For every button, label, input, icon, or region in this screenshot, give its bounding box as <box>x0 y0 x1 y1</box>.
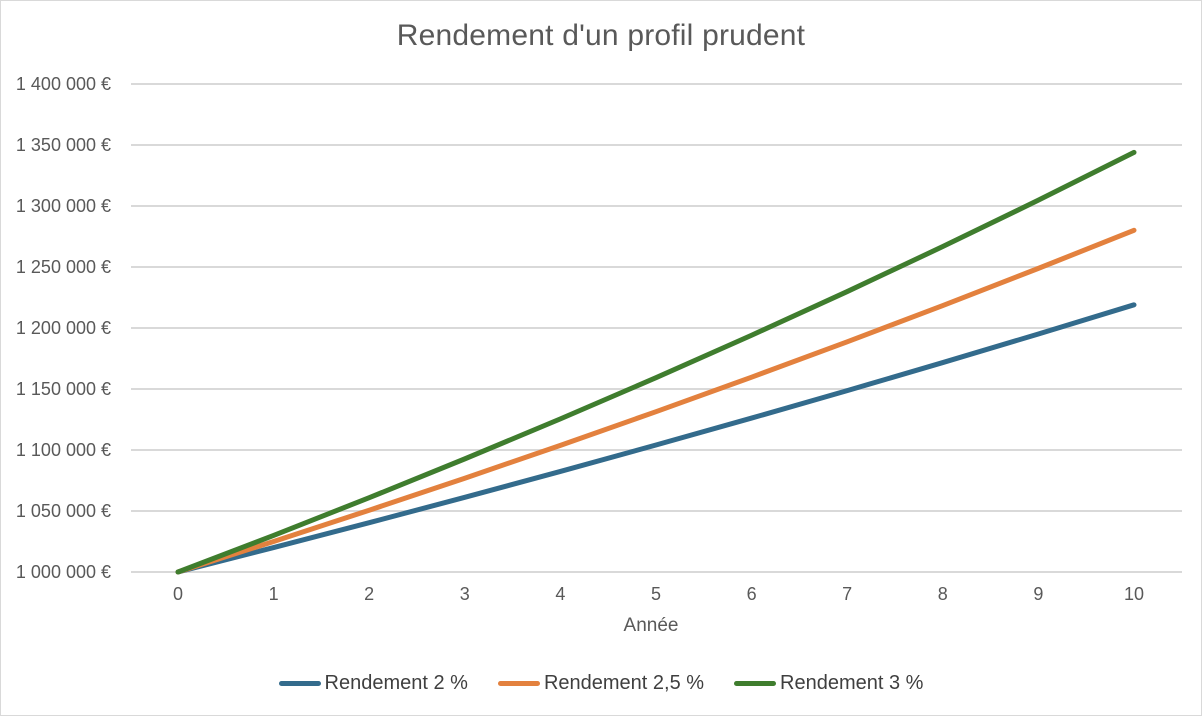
legend-item-rendement-2-5[interactable]: Rendement 2,5 % <box>497 670 705 696</box>
x-tick-label: 6 <box>746 584 757 604</box>
y-tick-label: 1 300 000 € <box>15 196 111 216</box>
legend-line-swatch-rendement-3 <box>734 680 777 686</box>
x-tick-label: 10 <box>1123 584 1145 604</box>
series-line <box>175 302 1137 575</box>
legend-item-rendement-3[interactable]: Rendement 3 % <box>734 670 923 696</box>
legend-line-swatch-rendement-2-5 <box>497 680 540 686</box>
y-tick-label: 1 000 000 € <box>15 562 111 582</box>
legend-label: Rendement 2 % <box>324 672 468 694</box>
series-line <box>175 149 1137 575</box>
x-tick-label: 3 <box>459 584 470 604</box>
chart-title: Rendement d'un profil prudent <box>396 19 806 52</box>
x-tick-label: 1 <box>268 584 279 604</box>
y-tick-label: 1 150 000 € <box>15 379 111 399</box>
legend-item-rendement-2[interactable]: Rendement 2 % <box>278 670 468 696</box>
y-tick-label: 1 350 000 € <box>15 135 111 155</box>
x-tick-label: 0 <box>172 584 184 604</box>
y-tick-label: 1 250 000 € <box>15 257 111 277</box>
legend-label: Rendement 3 % <box>780 672 924 694</box>
x-axis-title: Année <box>623 615 679 636</box>
y-tick-label: 1 100 000 € <box>15 440 111 460</box>
y-tick-label: 1 400 000 € <box>15 74 111 94</box>
y-tick-label: 1 200 000 € <box>15 318 111 338</box>
x-tick-label: 4 <box>555 584 566 604</box>
legend-label: Rendement 2,5 % <box>543 672 705 694</box>
series-line <box>175 227 1137 575</box>
legend-line-swatch-rendement-2 <box>278 680 321 686</box>
legend: Rendement 2 % Rendement 2,5 % Rendement … <box>1 670 1201 696</box>
y-tick-label: 1 050 000 € <box>15 501 111 521</box>
x-tick-label: 9 <box>1033 584 1044 604</box>
x-tick-label: 2 <box>364 584 375 604</box>
x-tick-label: 7 <box>842 584 853 604</box>
x-tick-label: 8 <box>937 584 948 604</box>
x-tick-label: 5 <box>650 584 662 604</box>
